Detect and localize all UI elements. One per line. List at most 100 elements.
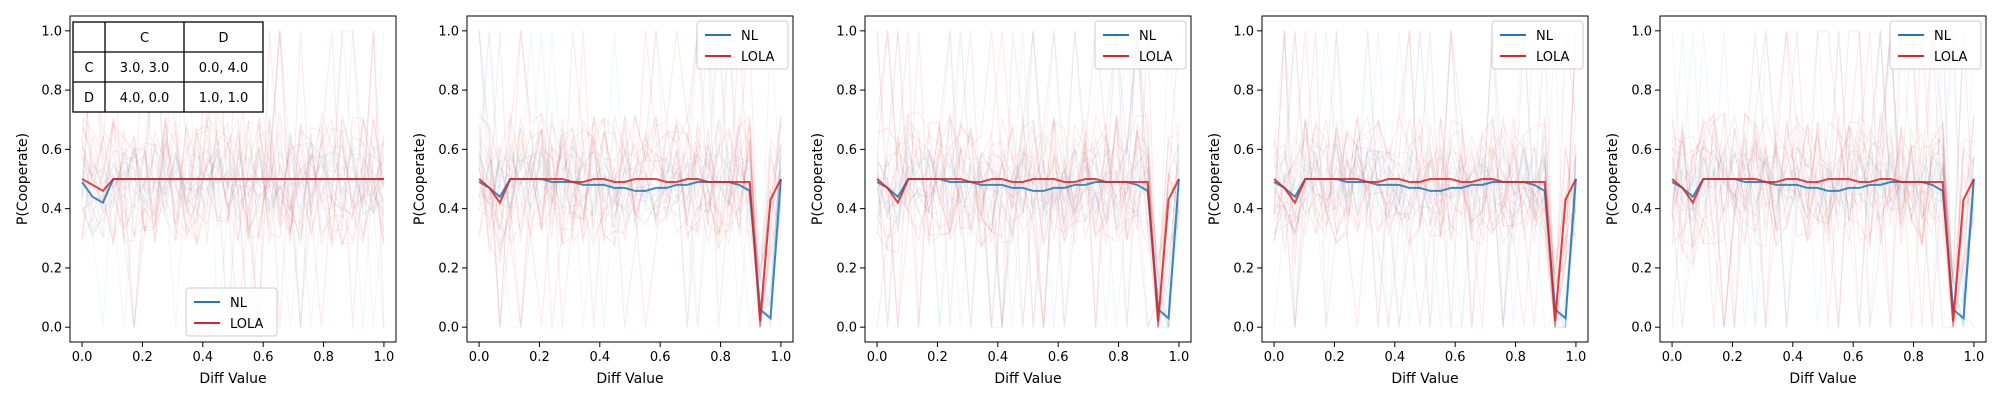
table-cell: 4.0, 0.0 — [120, 91, 170, 106]
run-trace-nl — [81, 141, 385, 328]
x-tick-label: 0.8 — [313, 350, 334, 365]
legend: NL LOLA — [1094, 20, 1187, 70]
run-trace-lola — [1273, 133, 1576, 328]
run-trace-lola — [81, 112, 385, 328]
x-tick-label: 1.0 — [1566, 350, 1587, 365]
legend-label-nl: NL — [1536, 29, 1554, 44]
series-line-lola — [478, 178, 782, 322]
y-tick-label: 1.0 — [41, 24, 62, 39]
y-tick-label: 0.4 — [1233, 202, 1254, 217]
run-trace-lola — [478, 30, 782, 328]
run-trace-nl — [478, 30, 782, 304]
run-trace-nl — [1671, 30, 1975, 328]
series-line-lola — [81, 178, 384, 193]
subplot-2: 0.0 0.2 0.4 0.6 0.8 1.0 0.0 0.2 0.4 0.6 0.8 1.0 Diff… — [412, 15, 794, 387]
run-trace-nl — [478, 30, 782, 328]
run-trace-lola — [1671, 30, 1975, 285]
run-trace-nl — [1671, 30, 1975, 305]
x-tick-label: 1.0 — [1964, 350, 1985, 365]
legend-label-lola: LOLA — [1934, 50, 1968, 65]
run-trace-nl — [1273, 149, 1577, 329]
y-tick-label: 0.6 — [41, 143, 62, 158]
subplot-3: 0.0 0.2 0.4 0.6 0.8 1.0 0.0 0.2 0.4 0.6 0.8 1.0 Diff… — [810, 15, 1192, 387]
y-axis-label: P(Cooperate) — [1605, 133, 1621, 225]
run-trace-lola — [478, 30, 782, 328]
x-tick-label: 0.8 — [710, 350, 731, 365]
run-trace-lola — [81, 30, 385, 328]
run-trace-lola — [1273, 30, 1577, 328]
x-axis-label: Diff Value — [199, 371, 266, 387]
run-trace-lola — [81, 30, 385, 328]
x-axis-label: Diff Value — [1391, 371, 1458, 387]
run-trace-lola — [478, 115, 782, 259]
run-trace-lola — [478, 114, 782, 326]
run-trace-nl — [478, 30, 782, 308]
x-tick-label: 0.0 — [867, 350, 888, 365]
run-trace-nl — [81, 30, 385, 328]
run-trace-nl — [478, 30, 782, 328]
x-tick-label: 0.6 — [253, 350, 274, 365]
run-trace-nl — [876, 30, 1180, 328]
x-tick-label: 0.2 — [1324, 350, 1345, 365]
x-tick-label: 0.0 — [1662, 350, 1683, 365]
run-trace-nl — [1273, 30, 1577, 328]
run-trace-nl — [81, 149, 385, 328]
run-trace-lola — [1273, 118, 1577, 328]
run-trace-nl — [1273, 30, 1577, 328]
run-trace-lola — [1671, 30, 1975, 328]
run-trace-nl — [81, 144, 385, 218]
legend: NL LOLA — [1889, 20, 1982, 70]
run-trace-lola — [1671, 111, 1975, 328]
x-tick-label: 0.2 — [529, 350, 550, 365]
legend: NL LOLA — [185, 287, 278, 337]
y-tick-label: 0.0 — [1631, 321, 1652, 336]
y-tick-label: 0.0 — [836, 321, 857, 336]
run-trace-lola — [876, 30, 1180, 328]
run-trace-lola — [478, 30, 782, 328]
run-trace-nl — [1671, 30, 1975, 328]
run-trace-lola — [478, 113, 782, 328]
run-trace-lola — [81, 30, 385, 246]
run-trace-lola — [81, 112, 385, 245]
run-trace-lola — [876, 30, 1180, 328]
run-trace-nl — [1671, 30, 1975, 328]
run-trace-lola — [1273, 30, 1577, 328]
run-trace-lola — [1273, 30, 1577, 328]
x-tick-label: 0.8 — [1108, 350, 1129, 365]
run-trace-lola — [876, 113, 1180, 279]
y-tick-label: 1.0 — [1631, 24, 1652, 39]
legend-label-lola: LOLA — [741, 50, 775, 65]
run-trace-lola — [876, 30, 1180, 328]
run-trace-lola — [478, 30, 782, 272]
y-axis-label: P(Cooperate) — [412, 133, 428, 225]
run-trace-lola — [81, 30, 385, 328]
run-trace-lola — [1671, 114, 1975, 328]
y-tick-label: 0.8 — [836, 84, 857, 99]
subplot-4: 0.0 0.2 0.4 0.6 0.8 1.0 0.0 0.2 0.4 0.6 0.8 1.0 Diff… — [1207, 15, 1589, 387]
run-trace-lola — [876, 30, 1180, 328]
series-line-lola — [876, 178, 1180, 322]
run-trace-nl — [876, 30, 1180, 328]
y-tick-label: 1.0 — [438, 24, 459, 39]
x-tick-label: 0.8 — [1903, 350, 1924, 365]
y-tick-label: 0.2 — [438, 261, 459, 276]
run-trace-nl — [81, 30, 385, 328]
run-trace-lola — [478, 30, 782, 328]
run-trace-nl — [876, 30, 1180, 328]
x-tick-label: 0.0 — [469, 350, 490, 365]
run-trace-lola — [1273, 30, 1577, 328]
run-trace-nl — [1273, 142, 1577, 328]
axes-frame — [69, 15, 397, 343]
run-trace-lola — [1671, 30, 1975, 328]
run-trace-nl — [81, 30, 385, 328]
x-axis-label: Diff Value — [1789, 371, 1856, 387]
run-trace-lola — [478, 116, 782, 328]
y-tick-label: 0.6 — [1233, 143, 1254, 158]
run-trace-lola — [1671, 30, 1974, 328]
payoff-table: C DC 3.0, 3.0 0.0, 4.0D 4.0, 0.0 1.0, 1.0 — [72, 21, 264, 113]
run-trace-lola — [1273, 30, 1577, 328]
run-trace-nl — [876, 145, 1180, 328]
table-cell: 1.0, 1.0 — [199, 91, 249, 106]
